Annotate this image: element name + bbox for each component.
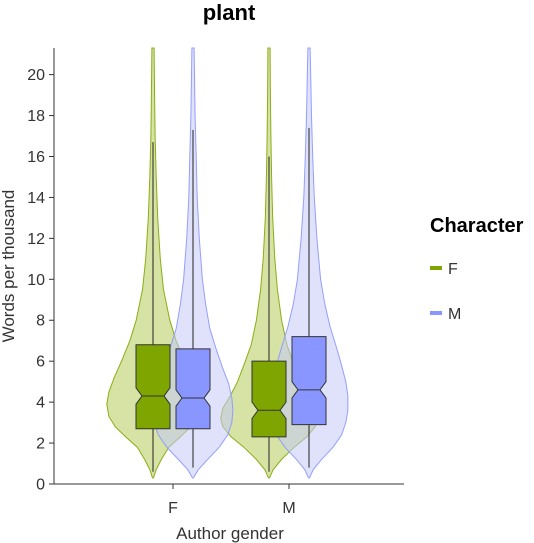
y-tick-label: 4: [36, 395, 45, 412]
legend-label-f: F: [448, 261, 458, 278]
y-tick-label: 8: [36, 313, 45, 330]
y-tick-label: 2: [36, 436, 45, 453]
plot-area: [106, 47, 349, 479]
y-tick-label: 12: [27, 231, 45, 248]
legend-label-m: M: [448, 306, 461, 323]
y-axis: 0 2 4 6 8 10 12 14 16 18 20: [27, 48, 55, 494]
legend: Character FM: [430, 215, 524, 323]
x-tick-label: F: [168, 500, 178, 517]
y-tick-label: 0: [36, 477, 45, 494]
box-m-m: [291, 336, 327, 426]
box-m-f: [175, 348, 211, 430]
box-f-m: [251, 360, 287, 438]
y-tick-label: 14: [27, 190, 45, 207]
y-tick-label: 16: [27, 149, 45, 166]
x-axis-title: Author gender: [176, 524, 284, 543]
chart-title: plant: [203, 0, 256, 25]
y-tick-label: 6: [36, 354, 45, 371]
legend-title: Character: [430, 215, 524, 237]
y-axis-title: Words per thousand: [0, 190, 18, 343]
y-tick-label: 20: [27, 67, 45, 84]
box-f-f: [135, 344, 171, 430]
y-tick-label: 10: [27, 272, 45, 289]
x-tick-label: M: [282, 500, 295, 517]
legend-entries: FM: [430, 261, 461, 323]
y-tick-label: 18: [27, 108, 45, 125]
